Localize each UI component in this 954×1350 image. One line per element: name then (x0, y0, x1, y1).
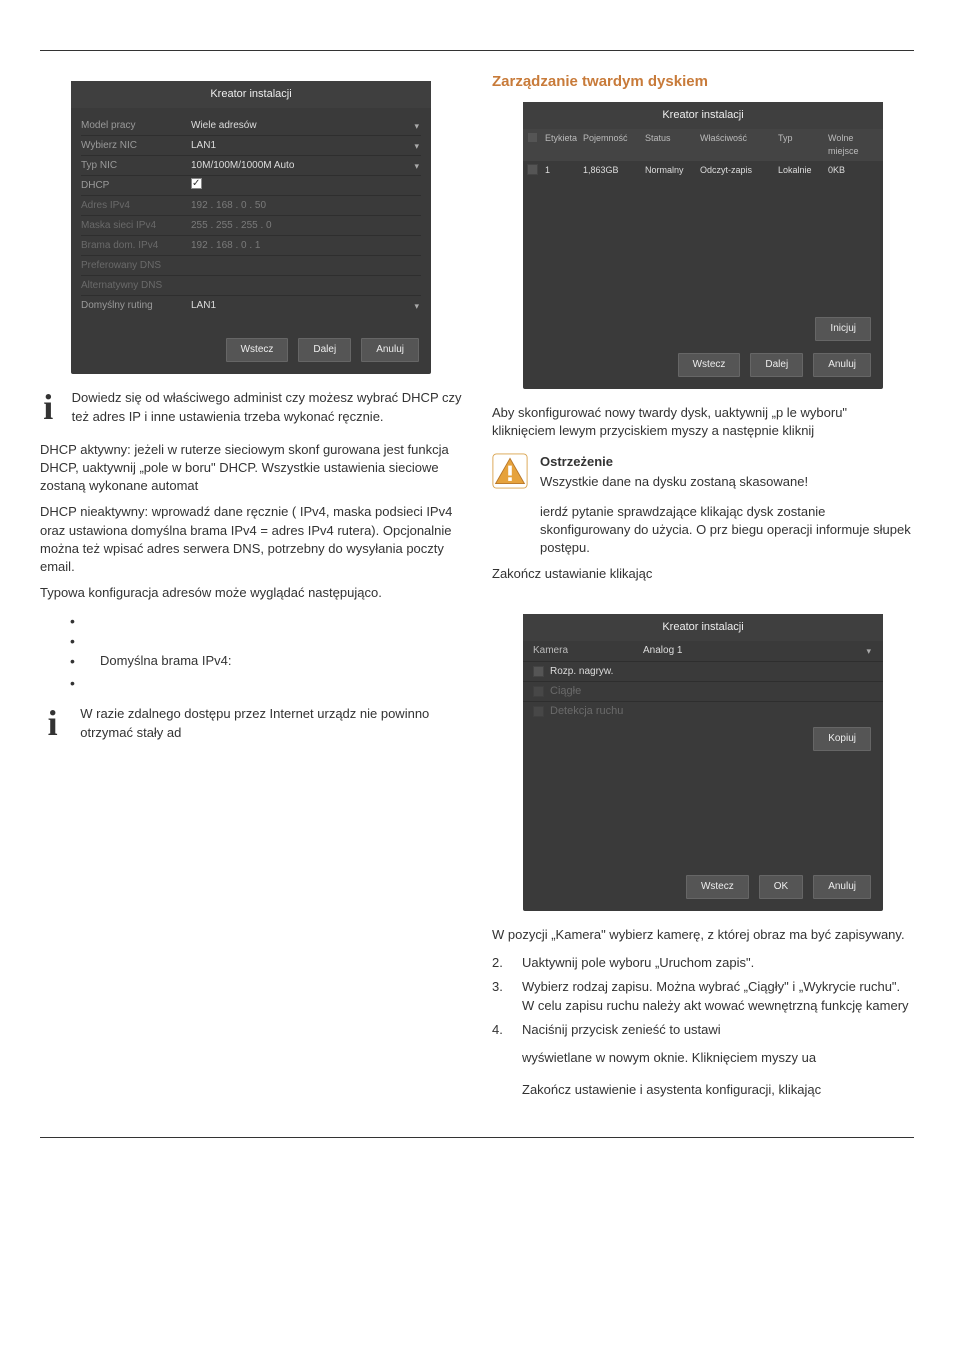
wstecz-button[interactable]: Wstecz (686, 875, 749, 899)
screenshot-disk-wizard: Kreator instalacji Etykieta Pojemność St… (523, 102, 883, 389)
info-icon: i (40, 389, 57, 425)
checkbox-icon (191, 178, 202, 189)
chevron-down-icon: ▾ (414, 160, 421, 173)
wstecz-button[interactable]: Wstecz (226, 338, 289, 362)
checkbox-icon (527, 164, 538, 175)
form-row: Model pracyWiele adresów▾ (81, 116, 421, 136)
list-item: Domyślna brama IPv4: (70, 652, 462, 670)
form-row: Typ NIC10M/100M/1000M Auto▾ (81, 156, 421, 176)
wizard-title: Kreator instalacji (71, 81, 431, 108)
two-column-layout: Kreator instalacji Model pracyWiele adre… (40, 71, 914, 1107)
disk-table-header: Etykieta Pojemność Status Właściwość Typ… (523, 129, 883, 160)
form-row: Maska sieci IPv4255 . 255 . 255 . 0 (81, 216, 421, 236)
paragraph-after-warning: ierdź pytanie sprawdzające klikając dysk… (492, 503, 914, 558)
copy-button[interactable]: Kopiuj (813, 727, 871, 751)
ok-button[interactable]: OK (759, 875, 803, 899)
list-item (70, 674, 462, 690)
list-item (70, 632, 462, 648)
disk-table-row: 1 1,863GB Normalny Odczyt-zapis Lokalnie… (523, 161, 883, 182)
step-item: 2.Uaktywnij pole wyboru „Uruchom zapis". (492, 954, 914, 972)
checkbox-icon (527, 132, 538, 143)
paragraph-configure-disk: Aby skonfigurować nowy twardy dysk, uakt… (492, 404, 914, 440)
disk-table-empty (523, 181, 883, 311)
info-text: W razie zdalnego dostępu przez Internet … (80, 705, 462, 741)
info-note-2: i W razie zdalnego dostępu przez Interne… (40, 705, 462, 741)
warning-text: Wszystkie dane na dysku zostaną skasowan… (540, 473, 914, 491)
top-rule (40, 50, 914, 51)
init-button[interactable]: Inicjuj (815, 317, 871, 341)
right-column: Zarządzanie twardym dyskiem Kreator inst… (492, 71, 914, 1107)
wizard-form: Model pracyWiele adresów▾Wybierz NICLAN1… (71, 108, 431, 328)
anuluj-button[interactable]: Anuluj (813, 875, 871, 899)
screenshot-network-wizard: Kreator instalacji Model pracyWiele adre… (71, 81, 431, 374)
paragraph-new-window: wyświetlane w nowym oknie. Kliknięciem m… (492, 1049, 914, 1067)
info-icon: i (40, 705, 65, 741)
form-row: Adres IPv4192 . 168 . 0 . 50 (81, 196, 421, 216)
info-note-1: i Dowiedz się od właściwego administ czy… (40, 389, 462, 425)
radio-icon (533, 706, 544, 717)
camera-form: Kamera Analog 1 ▾ Rozp. nagryw. Ciągłe D… (523, 641, 883, 865)
radio-icon (533, 686, 544, 697)
paragraph-camera-select: W pozycji „Kamera" wybierz kamerę, z któ… (492, 926, 914, 944)
numbered-steps: 2.Uaktywnij pole wyboru „Uruchom zapis".… (492, 954, 914, 1039)
step-item: 3.Wybierz rodzaj zapisu. Można wybrać „C… (492, 978, 914, 1014)
dalej-button[interactable]: Dalej (298, 338, 351, 362)
anuluj-button[interactable]: Anuluj (813, 353, 871, 377)
paragraph-finish-setting: Zakończ ustawianie klikając (492, 565, 914, 583)
screenshot-camera-wizard: Kreator instalacji Kamera Analog 1 ▾ Roz… (523, 614, 883, 911)
config-bullet-list: Domyślna brama IPv4: (40, 612, 462, 690)
warning-title: Ostrzeżenie (540, 453, 914, 471)
info-text: Dowiedz się od właściwego administ czy m… (72, 389, 462, 425)
form-row: Brama dom. IPv4192 . 168 . 0 . 1 (81, 236, 421, 256)
warning-icon (492, 453, 528, 489)
step-item: 4.Naciśnij przycisk zenieść to ustawi (492, 1021, 914, 1039)
list-item (70, 612, 462, 628)
form-row: Wybierz NICLAN1▾ (81, 136, 421, 156)
chevron-down-icon: ▾ (414, 300, 421, 313)
left-column: Kreator instalacji Model pracyWiele adre… (40, 71, 462, 1107)
wstecz-button[interactable]: Wstecz (678, 353, 741, 377)
disk-table: Etykieta Pojemność Status Właściwość Typ… (523, 129, 883, 311)
chevron-down-icon: ▾ (414, 140, 421, 153)
anuluj-button[interactable]: Anuluj (361, 338, 419, 362)
warning-note: Ostrzeżenie Wszystkie dane na dysku zost… (492, 453, 914, 491)
form-row: DHCP (81, 176, 421, 196)
wizard-actions: Wstecz OK Anuluj (523, 865, 883, 911)
checkbox-icon (533, 666, 544, 677)
dalej-button[interactable]: Dalej (750, 353, 803, 377)
paragraph-typical-config: Typowa konfiguracja adresów może wygląda… (40, 584, 462, 602)
wizard-title: Kreator instalacji (523, 102, 883, 129)
paragraph-dhcp-inactive: DHCP nieaktywny: wprowadź dane ręcznie (… (40, 503, 462, 576)
form-row: Preferowany DNS (81, 256, 421, 276)
form-row: Alternatywny DNS (81, 276, 421, 296)
chevron-down-icon: ▾ (414, 120, 421, 133)
wizard-actions: Wstecz Dalej Anuluj (523, 343, 883, 389)
bottom-rule (40, 1137, 914, 1138)
paragraph-dhcp-active: DHCP aktywny: jeżeli w ruterze sieciowym… (40, 441, 462, 496)
wizard-title: Kreator instalacji (523, 614, 883, 641)
form-row: Domyślny rutingLAN1▾ (81, 296, 421, 316)
section-heading: Zarządzanie twardym dyskiem (492, 71, 914, 92)
chevron-down-icon: ▾ (866, 645, 873, 658)
paragraph-end-wizard: Zakończ ustawienie i asystenta konfigura… (492, 1081, 914, 1099)
wizard-actions: Wstecz Dalej Anuluj (71, 328, 431, 374)
